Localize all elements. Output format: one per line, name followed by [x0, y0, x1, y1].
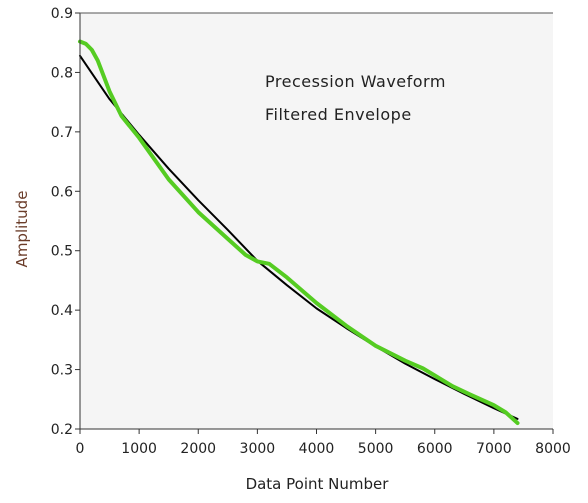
- y-tick-label: 0.7: [51, 125, 73, 141]
- x-tick-label: 1000: [121, 441, 157, 457]
- series-line-2: [78, 39, 520, 426]
- y-axis-label: Amplitude: [13, 191, 31, 268]
- legend: Precession Waveform Filtered Envelope: [265, 72, 446, 124]
- y-tick-label: 0.4: [51, 303, 73, 319]
- legend-entry-1: Precession Waveform: [265, 72, 446, 91]
- y-tick-label: 0.3: [51, 363, 73, 379]
- x-tick-label: 2000: [180, 441, 216, 457]
- y-tick-label: 0.8: [51, 65, 73, 81]
- x-tick-label: 8000: [535, 441, 571, 457]
- x-axis-label: Data Point Number: [246, 475, 390, 493]
- y-tick-label: 0.9: [51, 6, 73, 22]
- series-layer: [78, 39, 520, 426]
- plot-area: [80, 13, 553, 429]
- y-tick-label: 0.5: [51, 244, 73, 260]
- x-tick-label: 5000: [358, 441, 394, 457]
- x-tick-label: 3000: [240, 441, 276, 457]
- x-tick-label: 6000: [417, 441, 453, 457]
- x-tick-label: 4000: [299, 441, 335, 457]
- y-tick-label: 0.6: [51, 184, 73, 200]
- x-tick-label: 0: [76, 441, 85, 457]
- ticks-layer: 0 1000 2000 3000 4000 5000 6000 7000 8000 0.2 0.3 0…: [51, 6, 571, 457]
- x-tick-label: 7000: [476, 441, 512, 457]
- legend-entry-2: Filtered Envelope: [265, 105, 412, 124]
- y-tick-label: 0.2: [51, 422, 73, 438]
